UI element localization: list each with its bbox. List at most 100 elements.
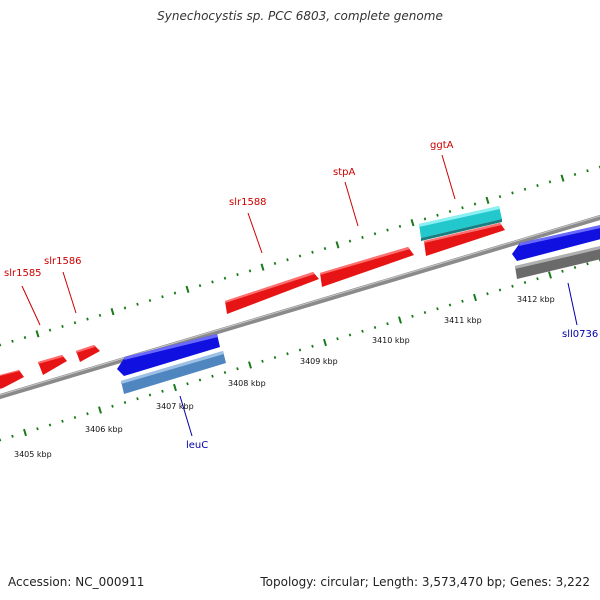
minor-tick [123, 306, 127, 310]
gene-label-slr1586[interactable]: slr1586 [44, 256, 82, 267]
gene-arrow-sll0736[interactable] [512, 224, 600, 261]
minor-tick [148, 299, 152, 302]
kbp-label: 3407 kbp [156, 402, 194, 411]
minor-tick [561, 269, 564, 273]
minor-tick [586, 262, 589, 266]
minor-tick [236, 367, 239, 371]
gene-arrow-slr1586[interactable] [76, 345, 100, 362]
gene-label-sll0736[interactable]: sll0736 [562, 329, 598, 340]
minor-tick [211, 280, 214, 284]
minor-tick [73, 416, 77, 419]
minor-tick [386, 322, 389, 326]
minor-tick [73, 321, 77, 325]
major-tick [260, 263, 265, 271]
minor-tick [11, 339, 14, 343]
minor-tick [323, 247, 327, 251]
minor-tick [273, 356, 277, 359]
minor-tick [223, 371, 227, 374]
gene-label-ggtA[interactable]: ggtA [430, 140, 454, 151]
major-tick [335, 241, 340, 249]
major-tick [548, 271, 552, 279]
major-tick [323, 338, 327, 347]
minor-tick [498, 288, 502, 292]
minor-tick [273, 261, 277, 265]
minor-tick [186, 382, 189, 386]
minor-tick [373, 232, 377, 236]
gene-label-leuC[interactable]: leuC [186, 440, 208, 451]
minor-tick [336, 337, 339, 341]
minor-tick [86, 317, 89, 321]
gene-arrow-slr1585[interactable] [38, 355, 67, 375]
minor-tick [523, 281, 527, 284]
kbp-label: 3411 kbp [444, 316, 482, 325]
minor-tick [348, 333, 352, 337]
minor-tick [198, 284, 202, 288]
minor-tick [136, 397, 139, 401]
major-tick [23, 428, 27, 437]
minor-tick [473, 202, 477, 206]
minor-tick [461, 206, 464, 210]
minor-tick [523, 187, 527, 191]
gene-arrow-stpA[interactable] [320, 247, 414, 287]
minor-tick [498, 195, 502, 199]
kbp-label: 3410 kbp [372, 336, 410, 345]
gene-label-slr1585[interactable]: slr1585 [4, 268, 42, 279]
major-tick [485, 196, 490, 204]
minor-tick [386, 228, 389, 232]
outer-tick-row [0, 165, 600, 347]
minor-tick [61, 324, 64, 328]
gene-label-slr1588[interactable]: slr1588 [229, 197, 267, 208]
minor-tick [586, 169, 589, 173]
minor-tick [286, 258, 289, 262]
minor-tick [298, 348, 302, 352]
callout-sll0736 [567, 282, 578, 326]
minor-tick [11, 434, 14, 438]
minor-tick [311, 344, 314, 348]
major-tick [410, 219, 415, 227]
minor-tick [136, 302, 139, 306]
genome-backbone-highlight [0, 215, 600, 396]
minor-tick [211, 374, 214, 378]
minor-tick [311, 250, 314, 254]
kbp-label: 3406 kbp [85, 425, 123, 434]
gene-bar-leuC[interactable] [121, 351, 226, 394]
minor-tick [261, 359, 264, 363]
minor-tick [373, 326, 377, 329]
minor-tick [423, 311, 427, 314]
kbp-label: 3408 kbp [228, 379, 266, 388]
minor-tick [298, 254, 302, 258]
minor-tick [236, 273, 239, 277]
gene-arrow-ggtA[interactable] [424, 223, 505, 256]
gene-bar-ggtA-feature[interactable] [419, 206, 502, 241]
major-tick [35, 330, 40, 338]
accession-text: Accession: NC_000911 [8, 575, 145, 589]
minor-tick [398, 224, 402, 228]
minor-tick [86, 412, 89, 416]
minor-tick [198, 378, 202, 382]
callout-slr1588 [247, 212, 263, 254]
minor-tick [98, 313, 102, 317]
minor-tick [361, 235, 364, 239]
topology-text: Topology: circular; Length: 3,573,470 bp… [260, 575, 590, 589]
gene-arrow-leuC-upper[interactable] [117, 334, 220, 376]
minor-tick [536, 277, 539, 281]
minor-tick [423, 217, 427, 221]
kbp-label: 3405 kbp [14, 450, 52, 459]
gene-label-stpA[interactable]: stpA [333, 167, 355, 178]
major-tick [560, 174, 565, 182]
minor-tick [486, 292, 489, 296]
kbp-label: 3412 kbp [517, 295, 555, 304]
gene-bar-sll0736[interactable] [515, 245, 600, 279]
minor-tick [223, 276, 227, 280]
major-tick [248, 361, 252, 369]
map-title: Synechocystis sp. PCC 6803, complete gen… [157, 9, 443, 23]
callout-leuC [179, 395, 193, 437]
callout-ggtA [441, 154, 456, 200]
major-tick [110, 308, 115, 316]
gene-arrow-left-edge[interactable] [0, 370, 24, 390]
gene-arrow-slr1588[interactable] [225, 272, 319, 314]
minor-tick [148, 393, 152, 397]
minor-tick [548, 180, 552, 184]
minor-tick [511, 191, 514, 195]
